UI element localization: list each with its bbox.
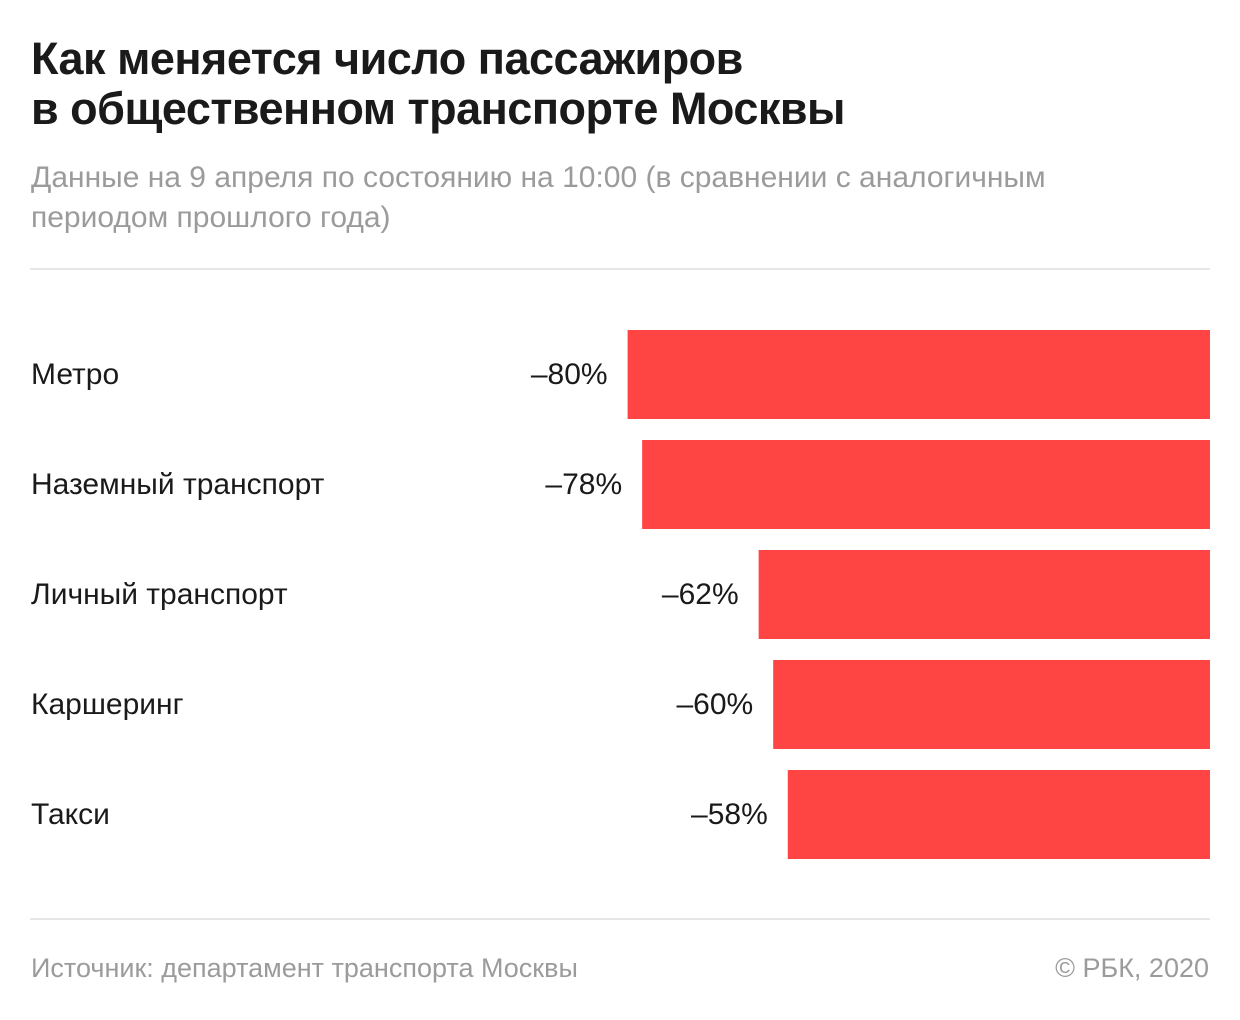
value-label-3: –62% (662, 578, 739, 611)
bar-3 (758, 550, 1210, 639)
copyright-note: © РБК, 2020 (1055, 953, 1209, 983)
chart-title: Как меняется число пассажиров в обществе… (31, 34, 1211, 134)
bar-1 (627, 330, 1210, 419)
source-note: Источник: департамент транспорта Москвы (31, 953, 578, 983)
chart-subtitle-line-1: Данные на 9 апреля по состоянию на 10:00… (31, 161, 1046, 194)
category-label-1: Метро (31, 358, 119, 391)
value-label-2: –78% (545, 468, 622, 501)
value-label-1: –80% (531, 358, 608, 391)
chart-title-line-2: в общественном транспорте Москвы (31, 83, 845, 134)
bar-4 (773, 660, 1210, 749)
value-label-5: –58% (691, 798, 768, 831)
top-divider (30, 268, 1210, 270)
chart-subtitle: Данные на 9 апреля по состоянию на 10:00… (31, 158, 1211, 238)
chart-subtitle-line-2: периодом прошлого года) (31, 201, 391, 234)
category-label-5: Такси (31, 798, 110, 831)
category-label-3: Личный транспорт (31, 578, 288, 611)
category-label-2: Наземный транспорт (31, 468, 325, 501)
category-label-4: Каршеринг (31, 688, 184, 721)
bar-2 (642, 440, 1210, 529)
bar-5 (787, 770, 1210, 859)
chart-title-line-1: Как меняется число пассажиров (31, 33, 743, 84)
bottom-divider (30, 918, 1210, 920)
value-label-4: –60% (676, 688, 753, 721)
